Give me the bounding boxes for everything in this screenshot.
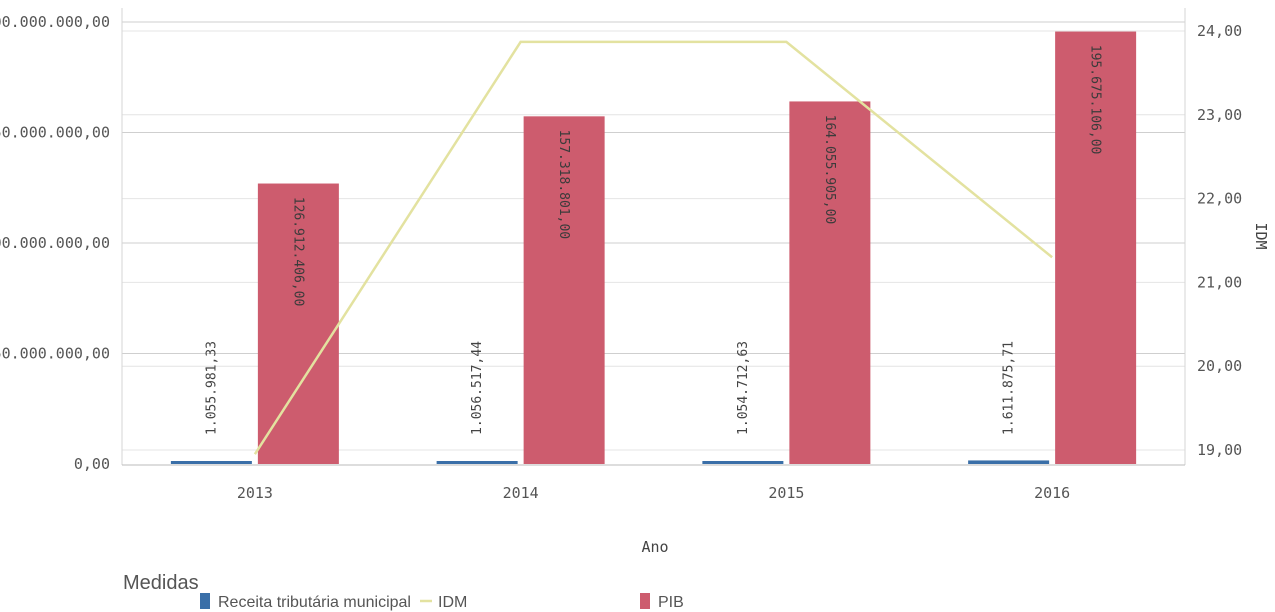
- y-tick-label: 0,00: [74, 455, 110, 473]
- x-axis-title: Ano: [641, 538, 668, 556]
- pib-bar: [1055, 31, 1137, 465]
- pib-data-label: 157.318.801,00: [556, 130, 571, 240]
- legend-item-label: Receita tributária municipal: [218, 594, 411, 611]
- legend-swatch: [200, 593, 210, 609]
- pib-bar: [789, 101, 871, 464]
- legend-title: Medidas: [123, 572, 199, 594]
- y-tick-label: 100.000.000,00: [0, 234, 110, 252]
- receita-bar: [968, 460, 1050, 464]
- legend-item-label: IDM: [438, 594, 467, 611]
- idm-line-path: [253, 40, 1053, 455]
- y2-tick-label: 19,00: [1197, 441, 1242, 459]
- pib-data-label: 195.675.106,00: [1088, 45, 1103, 155]
- legend-swatch: [640, 593, 650, 609]
- receita-data-label: 1.611.875,71: [1002, 341, 1017, 435]
- pib-data-label: 126.912.406,00: [290, 197, 305, 307]
- y-tick-label: 200.000.000,00: [0, 13, 110, 31]
- x-tick-label: 2013: [237, 484, 273, 502]
- x-tick-label: 2015: [768, 484, 804, 502]
- receita-data-label: 1.056.517,44: [470, 341, 485, 435]
- receita-data-label: 1.055.981,33: [204, 341, 219, 435]
- y2-tick-label: 22,00: [1197, 190, 1242, 208]
- axes: [121, 8, 1186, 466]
- x-tick-label: 2014: [503, 484, 539, 502]
- data-labels: 1.055.981,33 1.056.517,44 1.054.712,63 1.61…: [204, 45, 1102, 435]
- pib-data-label: 164.055.905,00: [822, 115, 837, 225]
- pib-bar: [523, 116, 605, 465]
- y-tick-label: 150.000.000,00: [0, 124, 110, 142]
- y2-tick-label: 21,00: [1197, 273, 1242, 291]
- ticks: 0,00 50.000.000,00 100.000.000,00 150.000.0…: [0, 13, 1242, 502]
- y2-tick-label: 20,00: [1197, 357, 1242, 375]
- y-tick-label: 50.000.000,00: [0, 345, 110, 363]
- y2-tick-label: 24,00: [1197, 22, 1242, 40]
- receita-bar: [170, 461, 252, 464]
- receita-data-label: 1.054.712,63: [736, 341, 751, 435]
- idm-line: [253, 40, 1053, 455]
- legend: Medidas Receita tributária municipal IDM P…: [123, 572, 684, 611]
- receita-bar: [436, 461, 518, 464]
- pib-bar: [257, 183, 339, 464]
- receita-bar: [702, 461, 784, 464]
- bars: [170, 31, 1137, 465]
- y2-tick-label: 23,00: [1197, 106, 1242, 124]
- y2-axis-title: IDM: [1252, 222, 1270, 249]
- x-tick-label: 2016: [1034, 484, 1070, 502]
- legend-item-label: PIB: [658, 594, 684, 611]
